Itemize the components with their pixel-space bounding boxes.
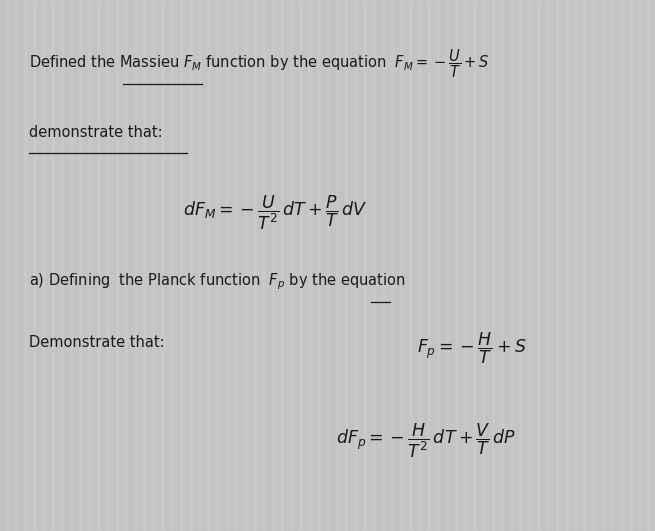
Bar (339, 0, 344, 531)
Bar (422, 0, 426, 531)
Bar (0, 0, 5, 531)
Bar (624, 0, 628, 531)
Text: Defined the Massieu $F_M$ function by the equation  $F_M = -\dfrac{U}{T}+S$: Defined the Massieu $F_M$ function by th… (29, 47, 491, 80)
Bar (284, 0, 289, 531)
Bar (440, 0, 445, 531)
Bar (37, 0, 41, 531)
Bar (211, 0, 215, 531)
Bar (193, 0, 197, 531)
Bar (293, 0, 298, 531)
Bar (165, 0, 170, 531)
Bar (46, 0, 50, 531)
Bar (275, 0, 280, 531)
Bar (119, 0, 124, 531)
Bar (587, 0, 591, 531)
Text: $dF_p = -\dfrac{H}{T^2}\,dT + \dfrac{V}{T}\,dP$: $dF_p = -\dfrac{H}{T^2}\,dT + \dfrac{V}{… (335, 422, 516, 460)
Bar (449, 0, 454, 531)
Bar (266, 0, 271, 531)
Bar (642, 0, 646, 531)
Bar (413, 0, 417, 531)
Bar (431, 0, 436, 531)
Bar (238, 0, 243, 531)
Bar (330, 0, 335, 531)
Bar (605, 0, 610, 531)
Bar (202, 0, 206, 531)
Bar (64, 0, 69, 531)
Text: $F_p = -\dfrac{H}{T}+S$: $F_p = -\dfrac{H}{T}+S$ (417, 330, 527, 365)
Bar (229, 0, 234, 531)
Text: $dF_M = -\dfrac{U}{T^2}\,dT + \dfrac{P}{T}\,dV$: $dF_M = -\dfrac{U}{T^2}\,dT + \dfrac{P}{… (183, 193, 367, 232)
Bar (385, 0, 390, 531)
Bar (128, 0, 133, 531)
Bar (257, 0, 261, 531)
Bar (394, 0, 399, 531)
Bar (156, 0, 160, 531)
Bar (495, 0, 500, 531)
Bar (28, 0, 32, 531)
Bar (569, 0, 573, 531)
Bar (183, 0, 188, 531)
Bar (73, 0, 78, 531)
Bar (403, 0, 408, 531)
Bar (303, 0, 307, 531)
Bar (532, 0, 536, 531)
Bar (468, 0, 472, 531)
Bar (486, 0, 491, 531)
Bar (633, 0, 637, 531)
Bar (101, 0, 105, 531)
Bar (477, 0, 481, 531)
Bar (110, 0, 115, 531)
Bar (559, 0, 564, 531)
Bar (578, 0, 582, 531)
Bar (321, 0, 326, 531)
Bar (358, 0, 362, 531)
Text: a) Defining  the Planck function  $F_p$ by the equation: a) Defining the Planck function $F_p$ by… (29, 271, 406, 292)
Bar (596, 0, 601, 531)
Bar (92, 0, 96, 531)
Bar (55, 0, 60, 531)
Text: demonstrate that:: demonstrate that: (29, 125, 163, 140)
Bar (541, 0, 546, 531)
Text: Demonstrate that:: Demonstrate that: (29, 335, 165, 350)
Bar (138, 0, 142, 531)
Bar (83, 0, 87, 531)
Bar (147, 0, 151, 531)
Bar (514, 0, 518, 531)
Bar (220, 0, 225, 531)
Bar (376, 0, 381, 531)
Bar (9, 0, 14, 531)
Bar (458, 0, 463, 531)
Bar (248, 0, 252, 531)
Bar (614, 0, 619, 531)
Bar (504, 0, 509, 531)
Bar (550, 0, 555, 531)
Bar (18, 0, 23, 531)
Bar (312, 0, 316, 531)
Bar (367, 0, 371, 531)
Bar (523, 0, 527, 531)
Bar (174, 0, 179, 531)
Bar (651, 0, 655, 531)
Bar (348, 0, 353, 531)
